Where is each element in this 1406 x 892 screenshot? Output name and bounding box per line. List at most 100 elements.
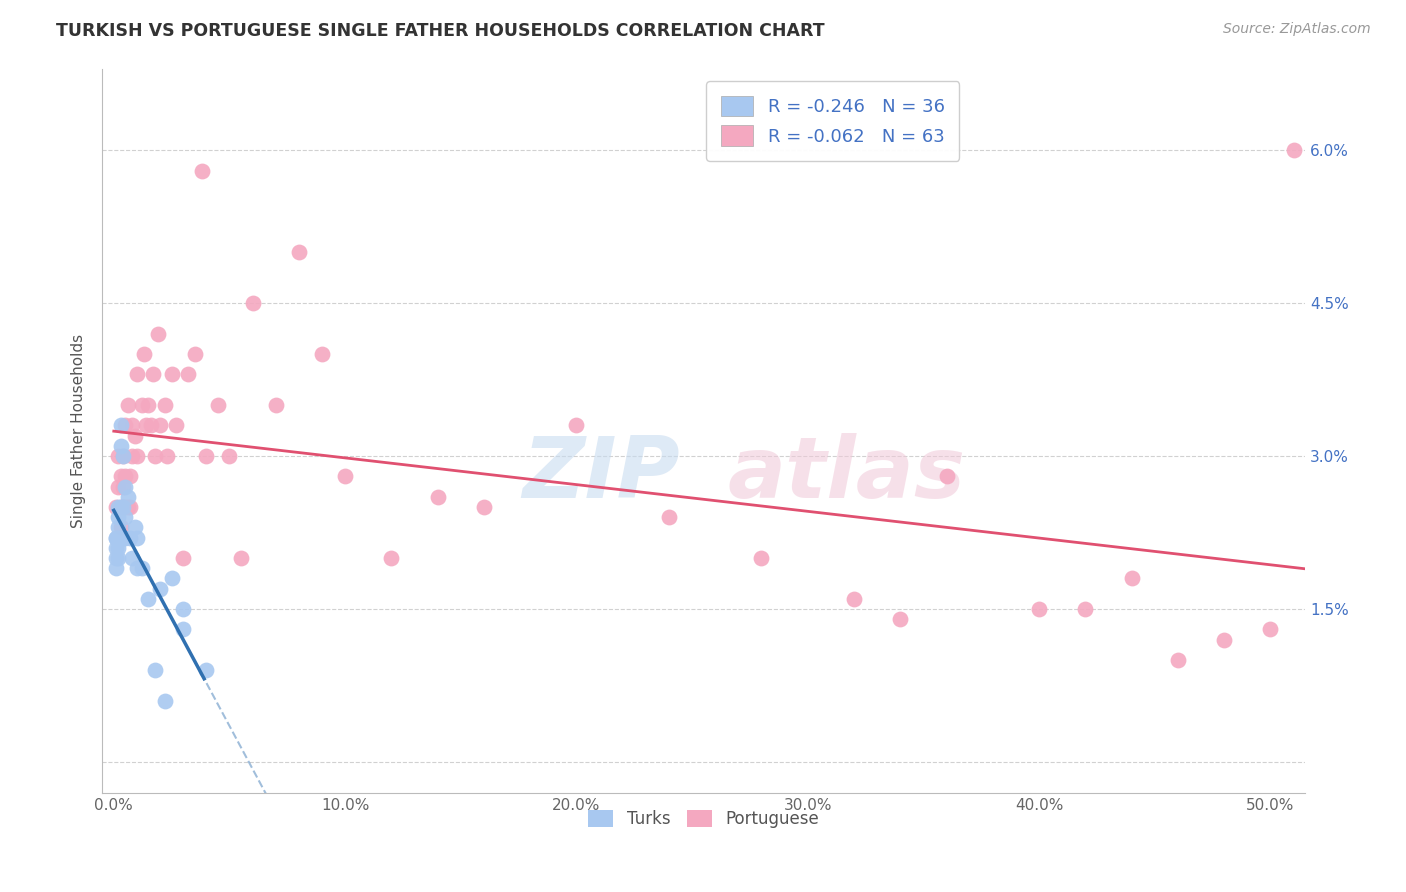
Point bbox=[110, 520, 132, 534]
Point bbox=[184, 347, 207, 361]
Point bbox=[110, 418, 132, 433]
Point bbox=[1074, 602, 1097, 616]
Text: ZIP: ZIP bbox=[522, 433, 679, 516]
Point bbox=[124, 428, 146, 442]
Point bbox=[125, 531, 148, 545]
Point bbox=[1167, 653, 1189, 667]
Point bbox=[105, 531, 128, 545]
Text: Source: ZipAtlas.com: Source: ZipAtlas.com bbox=[1223, 22, 1371, 37]
Point bbox=[105, 551, 128, 566]
Point bbox=[112, 449, 135, 463]
Point bbox=[1213, 632, 1236, 647]
Point bbox=[114, 500, 136, 514]
Point bbox=[842, 591, 865, 606]
Point bbox=[107, 500, 129, 514]
Point bbox=[264, 398, 287, 412]
Point bbox=[229, 551, 252, 566]
Point bbox=[131, 561, 153, 575]
Point bbox=[889, 612, 911, 626]
Point bbox=[125, 368, 148, 382]
Point bbox=[172, 602, 194, 616]
Point bbox=[142, 368, 165, 382]
Point bbox=[1028, 602, 1050, 616]
Point bbox=[105, 500, 128, 514]
Point bbox=[107, 480, 129, 494]
Point bbox=[118, 500, 141, 514]
Point bbox=[114, 469, 136, 483]
Point bbox=[242, 296, 264, 310]
Point bbox=[1260, 623, 1282, 637]
Point bbox=[110, 500, 132, 514]
Point bbox=[112, 500, 135, 514]
Y-axis label: Single Father Households: Single Father Households bbox=[72, 334, 86, 528]
Point bbox=[110, 469, 132, 483]
Point bbox=[112, 500, 135, 514]
Point bbox=[935, 469, 957, 483]
Point bbox=[135, 418, 157, 433]
Point bbox=[190, 163, 212, 178]
Point bbox=[107, 551, 129, 566]
Point bbox=[139, 418, 162, 433]
Point bbox=[121, 551, 143, 566]
Text: TURKISH VS PORTUGUESE SINGLE FATHER HOUSEHOLDS CORRELATION CHART: TURKISH VS PORTUGUESE SINGLE FATHER HOUS… bbox=[56, 22, 825, 40]
Point bbox=[118, 531, 141, 545]
Point bbox=[118, 469, 141, 483]
Point bbox=[565, 418, 588, 433]
Point bbox=[153, 398, 176, 412]
Point bbox=[105, 561, 128, 575]
Point bbox=[156, 449, 179, 463]
Point bbox=[149, 582, 172, 596]
Point bbox=[333, 469, 356, 483]
Legend: Turks, Portuguese: Turks, Portuguese bbox=[582, 804, 825, 835]
Point bbox=[114, 418, 136, 433]
Point bbox=[145, 449, 167, 463]
Point bbox=[110, 500, 132, 514]
Point bbox=[107, 520, 129, 534]
Point bbox=[207, 398, 229, 412]
Point bbox=[107, 510, 129, 524]
Point bbox=[105, 531, 128, 545]
Point bbox=[165, 418, 187, 433]
Point bbox=[131, 398, 153, 412]
Point bbox=[117, 398, 139, 412]
Point bbox=[146, 326, 169, 341]
Point bbox=[751, 551, 773, 566]
Point bbox=[112, 480, 135, 494]
Point bbox=[124, 520, 146, 534]
Point bbox=[195, 663, 218, 677]
Point bbox=[125, 561, 148, 575]
Point bbox=[288, 245, 311, 260]
Point bbox=[121, 418, 143, 433]
Text: atlas: atlas bbox=[728, 433, 966, 516]
Point bbox=[145, 663, 167, 677]
Point bbox=[110, 531, 132, 545]
Point bbox=[1282, 143, 1305, 157]
Point bbox=[107, 531, 129, 545]
Point bbox=[138, 398, 160, 412]
Point bbox=[426, 490, 449, 504]
Point bbox=[117, 490, 139, 504]
Point bbox=[138, 591, 160, 606]
Point bbox=[125, 449, 148, 463]
Point bbox=[380, 551, 402, 566]
Point bbox=[195, 449, 218, 463]
Point bbox=[112, 449, 135, 463]
Point bbox=[114, 510, 136, 524]
Point bbox=[160, 572, 183, 586]
Point bbox=[172, 623, 194, 637]
Point bbox=[107, 449, 129, 463]
Point bbox=[160, 368, 183, 382]
Point bbox=[218, 449, 240, 463]
Point bbox=[311, 347, 333, 361]
Point bbox=[658, 510, 681, 524]
Point bbox=[114, 480, 136, 494]
Point bbox=[107, 541, 129, 555]
Point bbox=[121, 449, 143, 463]
Point bbox=[112, 531, 135, 545]
Point bbox=[117, 500, 139, 514]
Point bbox=[149, 418, 172, 433]
Point bbox=[114, 531, 136, 545]
Point bbox=[1121, 572, 1143, 586]
Point bbox=[132, 347, 155, 361]
Point bbox=[172, 551, 194, 566]
